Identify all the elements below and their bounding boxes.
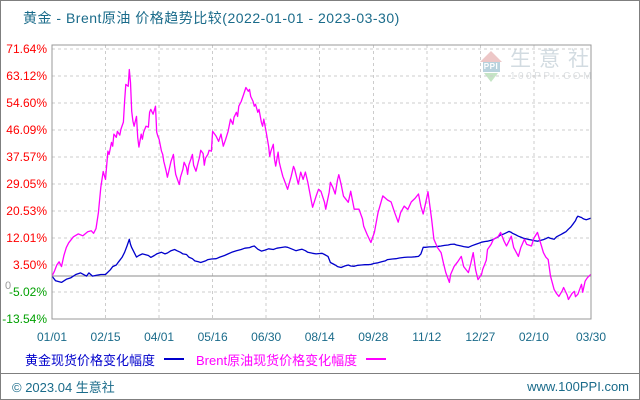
chart-legend: 黄金现货价格变化幅度 Brent原油现货价格变化幅度 (25, 350, 398, 368)
y-tick-label: 3.50% (13, 258, 47, 272)
plot-border (51, 44, 592, 320)
x-tick-label: 01/01 (37, 330, 67, 344)
x-tick-label: 04/01 (144, 330, 174, 344)
chart-title: 黄金 - Brent原油 价格趋势比较(2022-01-01 - 2023-03… (23, 10, 400, 26)
watermark-brand: 生意社 (510, 48, 597, 71)
legend-label-brent: Brent原油现货价格变化幅度 (196, 352, 358, 368)
footer-site-link: www.100PPI.com (527, 379, 629, 394)
ppi-logo-icon: PPI (479, 50, 503, 82)
y-tick-label: 54.60% (6, 96, 47, 110)
gold-line-swatch (164, 358, 185, 360)
x-tick-label: 12/27 (465, 330, 495, 344)
brent-series-line (51, 68, 592, 301)
footer-copyright: © 2023.04 生意社 (12, 380, 115, 395)
x-tick-label: 02/15 (91, 330, 121, 344)
y-tick-label: 29.05% (6, 177, 47, 191)
y-tick-label: 12.01% (6, 231, 47, 245)
brent-line-swatch (366, 358, 387, 360)
logo-diamond-shape (484, 72, 498, 82)
x-tick-label: 06/30 (251, 330, 281, 344)
x-tick-label: 03/30 (576, 330, 606, 344)
x-tick-label: 09/28 (358, 330, 388, 344)
x-tick-label: 02/10 (519, 330, 549, 344)
y-zero-label: 0 (5, 280, 11, 292)
x-tick-label: 05/16 (198, 330, 228, 344)
y-tick-label: -13.54% (2, 312, 47, 326)
x-tick-label: 11/12 (412, 330, 441, 344)
x-tick-label: 08/14 (305, 330, 335, 344)
gold-series-line (51, 215, 592, 284)
y-tick-label: -5.02% (9, 285, 47, 299)
logo-ppi-text: PPI (482, 61, 500, 72)
y-tick-label: 46.09% (6, 123, 47, 137)
y-tick-label: 71.64% (6, 42, 47, 56)
y-tick-label: 20.53% (6, 204, 47, 218)
y-tick-label: 37.57% (6, 150, 47, 164)
price-trend-chart: 71.64% 63.12% 54.60% 46.09% 37.57% 29.05% 20.5… (2, 42, 606, 344)
footer-bar: © 2023.04 生意社 www.100PPI.com (1, 373, 639, 399)
legend-label-gold: 黄金现货价格变化幅度 (25, 352, 156, 368)
logo-roof-shape (480, 50, 502, 62)
y-tick-label: 63.12% (6, 69, 47, 83)
